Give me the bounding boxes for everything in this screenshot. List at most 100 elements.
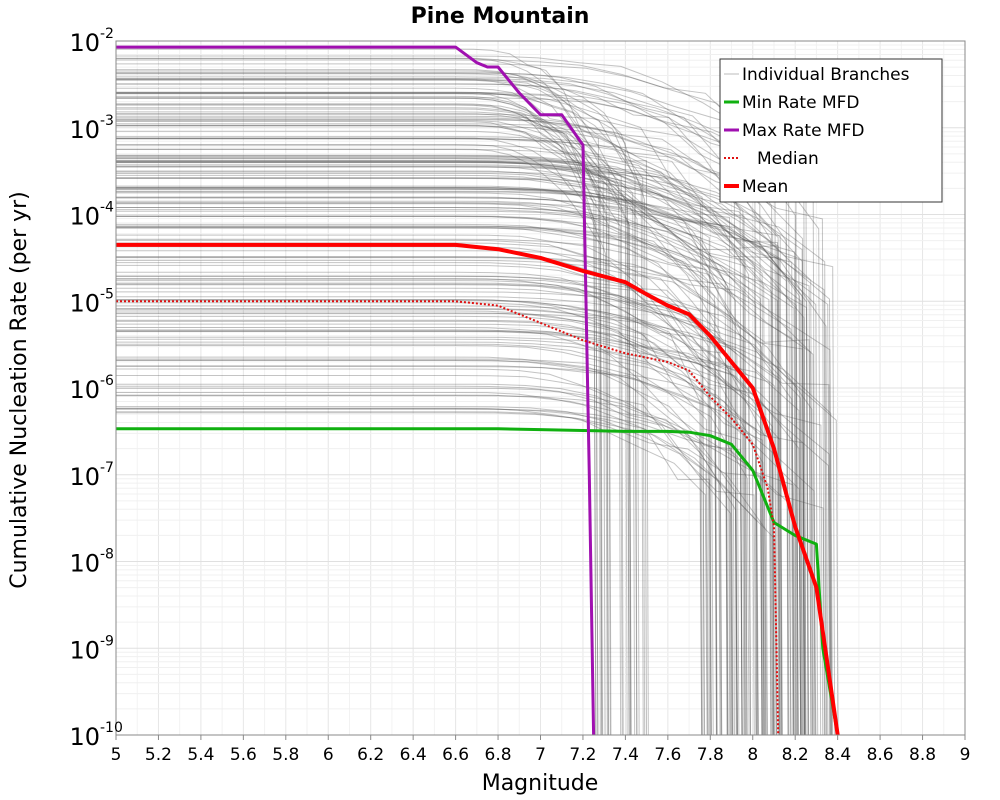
x-axis-label: Magnitude xyxy=(482,771,599,796)
branch-line xyxy=(116,72,737,735)
branch-line xyxy=(116,299,748,735)
branch-line xyxy=(116,117,703,735)
branch-line xyxy=(116,92,646,735)
y-tick-base: 10 xyxy=(69,289,100,317)
x-tick-label: 5 xyxy=(111,745,122,765)
branch-line xyxy=(116,256,833,735)
branch-line xyxy=(116,280,729,735)
branch-line xyxy=(116,78,649,735)
branch-line xyxy=(116,202,723,735)
y-tick-exponent: -6 xyxy=(100,373,114,389)
branch-line xyxy=(116,187,767,735)
branch-line xyxy=(116,79,612,735)
branch-line xyxy=(116,160,828,735)
branch-line xyxy=(116,177,802,735)
branch-line xyxy=(116,299,763,735)
branch-line xyxy=(116,312,755,735)
branch-line xyxy=(116,264,734,735)
branch-line xyxy=(116,315,769,735)
x-tick-label: 6.4 xyxy=(400,745,427,765)
branch-line xyxy=(116,329,703,735)
branch-line xyxy=(116,125,640,735)
y-tick-base: 10 xyxy=(69,550,100,578)
x-tick-label: 8.8 xyxy=(909,745,936,765)
branch-line xyxy=(116,392,712,735)
branch-line xyxy=(116,200,759,735)
branch-line xyxy=(116,408,760,735)
legend-label: Max Rate MFD xyxy=(742,121,864,141)
branch-line xyxy=(116,93,705,735)
y-axis-label: Cumulative Nucleation Rate (per yr) xyxy=(7,191,32,589)
branch-line xyxy=(116,223,736,735)
chart-title: Pine Mountain xyxy=(411,4,590,29)
y-tick-label: 10 -4 xyxy=(69,200,114,231)
branch-line xyxy=(116,408,826,735)
branch-line xyxy=(116,79,624,735)
series-min-rate-mfd xyxy=(116,427,840,735)
branch-line xyxy=(116,166,814,735)
x-tick-labels: 5 5.2 5.4 5.6 5.8 6 6.2 6.4 6.6 6.8 7 7.2 7.4 7.6 7.8 8… xyxy=(111,735,971,765)
x-tick-label: 8 xyxy=(747,745,758,765)
branch-line xyxy=(116,336,831,735)
legend-box xyxy=(719,58,943,203)
branch-line xyxy=(116,97,606,735)
x-tick-label: 5.2 xyxy=(145,745,172,765)
branch-line xyxy=(116,197,807,735)
branch-line xyxy=(116,188,812,735)
branch-line xyxy=(116,164,790,735)
y-tick-exponent: -10 xyxy=(100,720,123,736)
branch-line xyxy=(116,174,728,735)
branch-line xyxy=(116,137,611,735)
branch-line xyxy=(116,319,759,735)
branch-line xyxy=(116,170,734,735)
branch-line xyxy=(116,291,839,735)
y-tick-base: 10 xyxy=(69,463,100,491)
branch-line xyxy=(116,91,644,735)
branch-line xyxy=(116,138,775,735)
branch-line xyxy=(116,299,709,735)
x-tick-label: 6.6 xyxy=(442,745,469,765)
x-tick-label: 6.8 xyxy=(485,745,512,765)
branch-line xyxy=(116,166,711,735)
y-tick-exponent: -2 xyxy=(100,26,114,42)
branch-line xyxy=(116,136,806,735)
y-tick-base: 10 xyxy=(69,29,100,57)
branch-line xyxy=(116,83,743,735)
branch-line xyxy=(116,387,792,735)
y-tick-exponent: -4 xyxy=(100,200,114,216)
branch-line xyxy=(116,125,747,735)
grid xyxy=(115,41,966,736)
branch-line xyxy=(116,395,796,735)
branch-line xyxy=(116,327,714,735)
branch-line xyxy=(116,366,817,735)
y-tick-label: 10 -2 xyxy=(69,26,114,57)
series-mean xyxy=(116,242,840,735)
x-tick-label: 9 xyxy=(960,745,971,765)
x-tick-label: 8.4 xyxy=(824,745,851,765)
x-tick-label: 5.8 xyxy=(272,745,299,765)
branch-line xyxy=(116,70,647,735)
branch-line xyxy=(116,161,780,735)
branch-line xyxy=(116,87,610,735)
legend-label: Individual Branches xyxy=(742,65,910,85)
branch-line xyxy=(116,250,813,735)
branch-line xyxy=(116,259,806,735)
branch-line xyxy=(116,383,738,735)
branch-line xyxy=(116,104,603,735)
summary-series xyxy=(116,45,840,735)
branch-line xyxy=(116,210,797,735)
branch-line xyxy=(116,161,758,735)
branch-line xyxy=(116,215,745,735)
branch-line xyxy=(116,406,757,735)
branch-line xyxy=(116,165,795,735)
x-tick-label: 7.6 xyxy=(654,745,681,765)
branch-line xyxy=(116,262,729,735)
legend-label: Median xyxy=(757,149,819,169)
branch-line xyxy=(116,278,703,735)
series-median xyxy=(116,300,780,735)
branch-line xyxy=(116,97,609,735)
branch-line xyxy=(116,104,638,735)
branch-line xyxy=(116,207,780,735)
y-tick-label: 10 -7 xyxy=(69,460,114,491)
y-tick-exponent: -9 xyxy=(100,633,114,649)
